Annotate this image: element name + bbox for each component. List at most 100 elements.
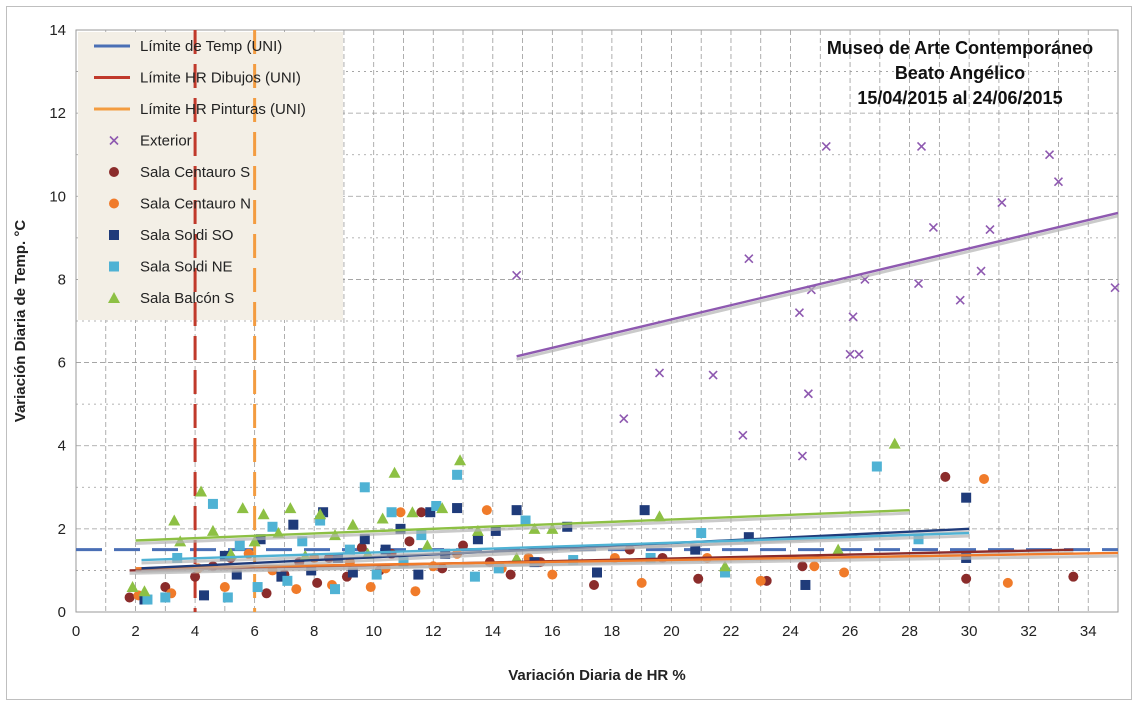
data-point bbox=[493, 563, 504, 574]
data-point bbox=[315, 515, 326, 526]
data-point bbox=[416, 507, 427, 518]
data-point bbox=[985, 224, 995, 235]
data-point bbox=[800, 579, 811, 590]
legend-label: Sala Soldi SO bbox=[140, 227, 233, 244]
data-point bbox=[199, 590, 210, 601]
data-point bbox=[708, 370, 718, 380]
data-point bbox=[195, 485, 208, 497]
data-point bbox=[454, 454, 467, 466]
data-point bbox=[398, 557, 409, 568]
data-point bbox=[231, 569, 242, 580]
data-point bbox=[690, 544, 701, 555]
data-point bbox=[413, 569, 424, 580]
data-point bbox=[248, 535, 261, 547]
data-point bbox=[452, 469, 463, 480]
marker-stroke bbox=[976, 266, 986, 276]
data-point bbox=[955, 295, 965, 305]
data-point bbox=[261, 588, 272, 599]
data-point bbox=[257, 508, 270, 520]
x-tick-label: 4 bbox=[191, 623, 199, 640]
data-point bbox=[1053, 177, 1064, 187]
x-tick-label: 10 bbox=[365, 623, 382, 640]
data-point bbox=[297, 536, 308, 547]
legend-box bbox=[78, 32, 343, 320]
data-point bbox=[481, 505, 492, 516]
legend-label: Sala Centauro S bbox=[140, 164, 250, 181]
data-point bbox=[589, 579, 600, 590]
data-point bbox=[961, 573, 972, 584]
data-point bbox=[961, 492, 972, 503]
data-point bbox=[109, 198, 119, 209]
data-point bbox=[346, 518, 359, 530]
data-point bbox=[794, 308, 805, 318]
marker-stroke bbox=[619, 414, 629, 424]
data-point bbox=[696, 528, 707, 539]
data-point bbox=[108, 292, 120, 303]
marker-stroke bbox=[916, 141, 927, 151]
data-point bbox=[510, 551, 523, 563]
data-point bbox=[410, 586, 421, 597]
data-point bbox=[386, 507, 397, 518]
trend-line bbox=[135, 551, 1119, 570]
data-point bbox=[376, 512, 389, 524]
data-point bbox=[1044, 150, 1055, 160]
data-point bbox=[142, 594, 153, 605]
data-point bbox=[639, 505, 650, 516]
data-point bbox=[809, 561, 820, 572]
y-tick-label: 8 bbox=[58, 271, 66, 288]
data-point bbox=[395, 523, 406, 534]
marker-stroke bbox=[1110, 283, 1120, 293]
data-point bbox=[126, 581, 139, 593]
x-tick-label: 24 bbox=[782, 623, 799, 640]
data-point bbox=[371, 569, 382, 580]
data-point bbox=[797, 451, 807, 461]
chart-title: Museo de Arte Contemporáneo Beato Angélic… bbox=[827, 38, 1093, 108]
data-point bbox=[821, 141, 831, 151]
trend-line bbox=[135, 508, 910, 542]
data-point bbox=[472, 534, 483, 545]
data-point bbox=[976, 266, 986, 276]
marker-stroke bbox=[512, 270, 522, 280]
data-point bbox=[406, 506, 419, 518]
trend-line-shadow bbox=[516, 214, 1119, 361]
data-point bbox=[839, 567, 850, 578]
legend-label: Sala Balcón S bbox=[140, 290, 234, 307]
marker-stroke bbox=[821, 141, 831, 151]
marker-stroke bbox=[1053, 177, 1064, 187]
marker-stroke bbox=[928, 222, 938, 233]
data-point bbox=[743, 532, 754, 543]
data-point bbox=[207, 498, 218, 509]
legend-label: Exterior bbox=[140, 133, 192, 150]
x-tick-label: 2 bbox=[131, 623, 139, 640]
data-point bbox=[888, 437, 901, 449]
x-tick-label: 12 bbox=[425, 623, 442, 640]
chart-frame bbox=[6, 6, 1132, 700]
marker-stroke bbox=[738, 430, 748, 440]
data-point bbox=[1002, 577, 1013, 588]
x-tick-label: 26 bbox=[842, 623, 859, 640]
x-tick-label: 28 bbox=[901, 623, 918, 640]
data-point bbox=[916, 141, 927, 151]
data-point bbox=[803, 389, 813, 399]
data-point bbox=[848, 312, 858, 322]
data-point bbox=[997, 197, 1007, 208]
data-point bbox=[252, 582, 263, 593]
marker-stroke bbox=[854, 349, 864, 359]
data-point bbox=[160, 592, 171, 603]
marker-stroke bbox=[797, 451, 807, 461]
data-point bbox=[431, 500, 442, 511]
data-point bbox=[380, 544, 391, 555]
data-point bbox=[109, 135, 119, 146]
data-point bbox=[109, 261, 119, 272]
data-point bbox=[654, 368, 665, 378]
data-point bbox=[458, 540, 469, 551]
data-point bbox=[512, 270, 522, 280]
legend-label: Sala Soldi NE bbox=[140, 259, 233, 276]
data-point bbox=[359, 534, 370, 545]
data-point bbox=[592, 567, 602, 578]
data-point bbox=[416, 530, 427, 541]
data-point bbox=[719, 560, 732, 572]
data-point bbox=[511, 505, 522, 516]
data-point bbox=[619, 414, 629, 424]
trend-line bbox=[516, 211, 1119, 358]
